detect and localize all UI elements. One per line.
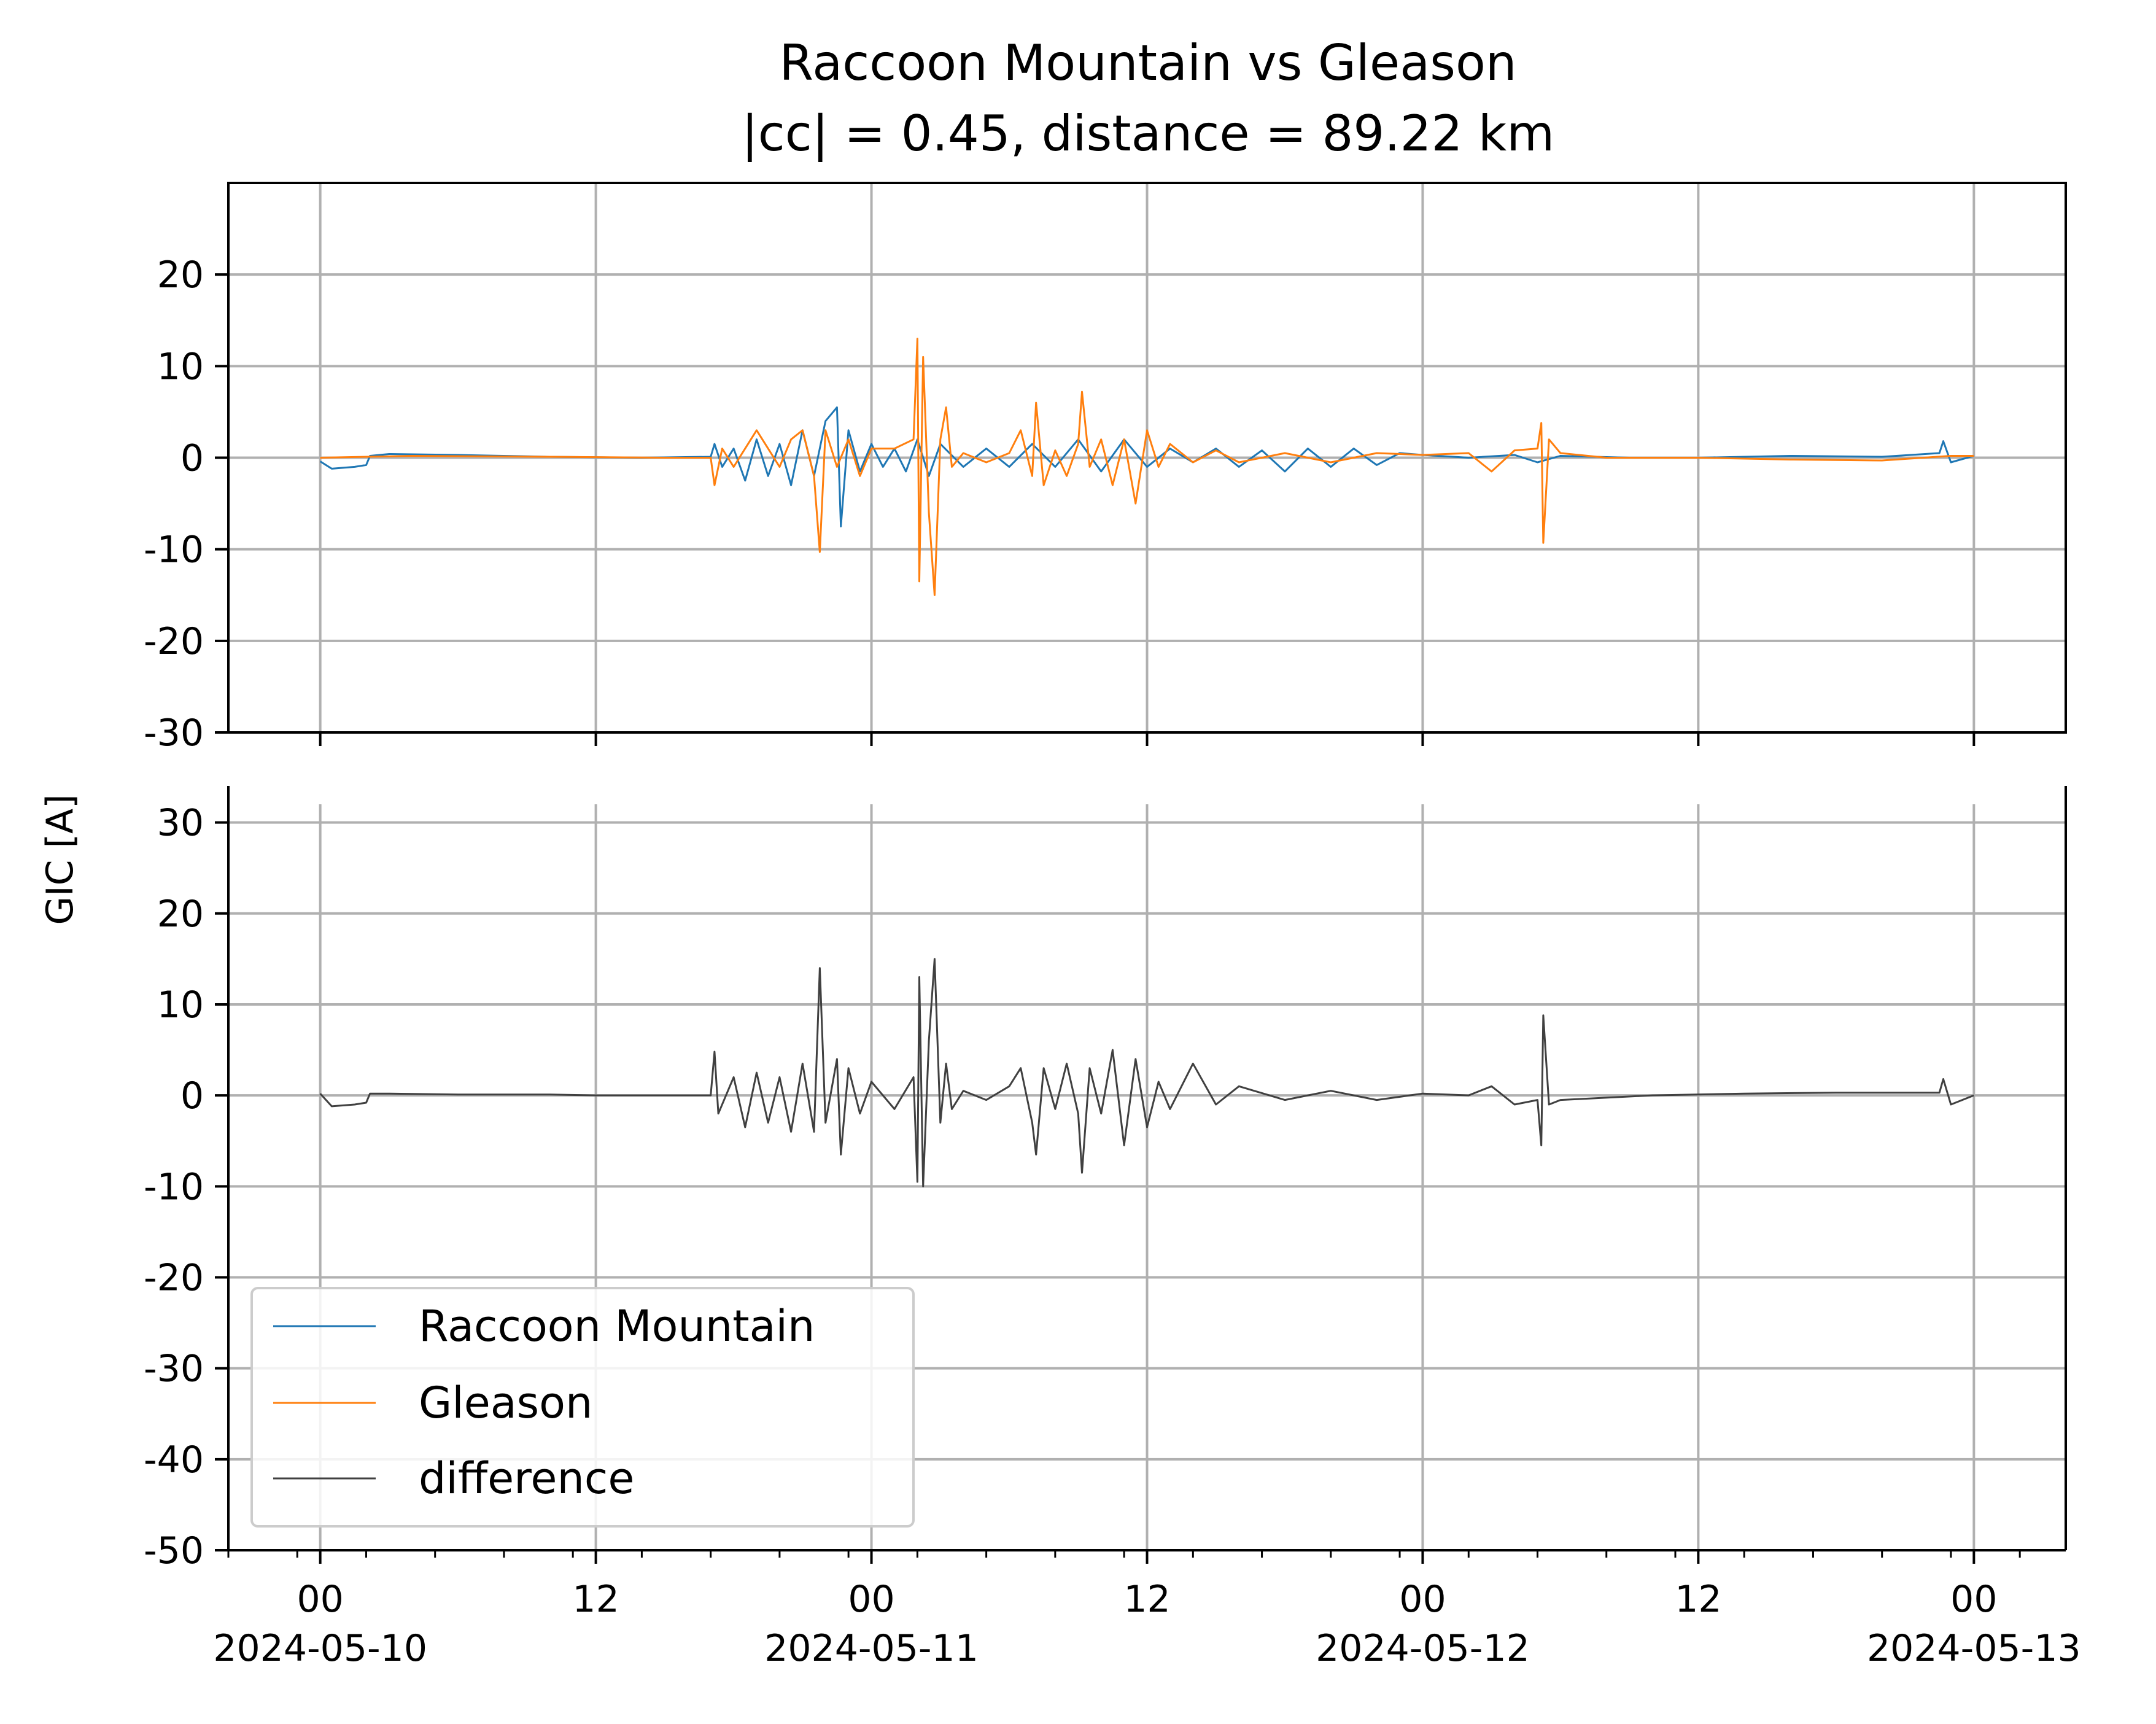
x-tick-label: 12: [1123, 1578, 1170, 1621]
x-tick-label: 12: [1675, 1578, 1721, 1621]
y-tick-label: 0: [180, 1074, 204, 1117]
x-tick-label: 12: [572, 1578, 619, 1621]
y-tick-label: -20: [144, 1256, 204, 1299]
top-panel-grid: [228, 183, 2066, 734]
x-tick-date-label: 2024-05-11: [764, 1627, 979, 1670]
x-tick-label: 00: [1950, 1578, 1997, 1621]
series-line-difference: [319, 958, 1974, 1187]
x-tick-label: 00: [1399, 1578, 1446, 1621]
legend: Raccoon Mountain Gleason difference: [250, 1287, 915, 1528]
axes-layer: 20 10 0 -10 -20 -30 30 20 10 0 -10 -20 -30 -40 -50 00 20…: [144, 182, 2081, 1670]
series-layer: [319, 338, 1974, 1187]
y-tick-label: -50: [144, 1529, 204, 1572]
y-tick-label: 30: [157, 802, 204, 845]
y-tick-label: 10: [157, 345, 204, 388]
y-tick-label: -20: [144, 620, 204, 663]
y-tick-label: -10: [144, 1165, 204, 1208]
legend-label-gleason: Gleason: [419, 1378, 592, 1428]
legend-label-difference: difference: [419, 1453, 634, 1504]
y-tick-label: 20: [157, 254, 204, 297]
legend-label-raccoon-mountain: Raccoon Mountain: [419, 1301, 815, 1351]
x-tick-label: 00: [297, 1578, 343, 1621]
y-tick-label: 0: [180, 437, 204, 480]
y-tick-label: 20: [157, 893, 204, 936]
legend-box: [250, 1287, 915, 1528]
x-tick-date-label: 2024-05-13: [1867, 1627, 2081, 1670]
y-tick-label: -10: [144, 529, 204, 572]
chart-subtitle: |cc| = 0.45, distance = 89.22 km: [742, 105, 1554, 163]
y-tick-label: -30: [144, 712, 204, 755]
y-tick-label: -30: [144, 1348, 204, 1391]
x-tick-date-label: 2024-05-10: [213, 1627, 427, 1670]
chart-title: Raccoon Mountain vs Gleason: [779, 34, 1516, 91]
x-tick-date-label: 2024-05-12: [1316, 1627, 1530, 1670]
series-line-gleason: [320, 338, 1974, 596]
y-tick-label: 10: [157, 984, 204, 1027]
y-axis-label: GIC [A]: [39, 794, 82, 925]
x-tick-label: 00: [848, 1578, 894, 1621]
y-tick-label: -40: [144, 1439, 204, 1481]
